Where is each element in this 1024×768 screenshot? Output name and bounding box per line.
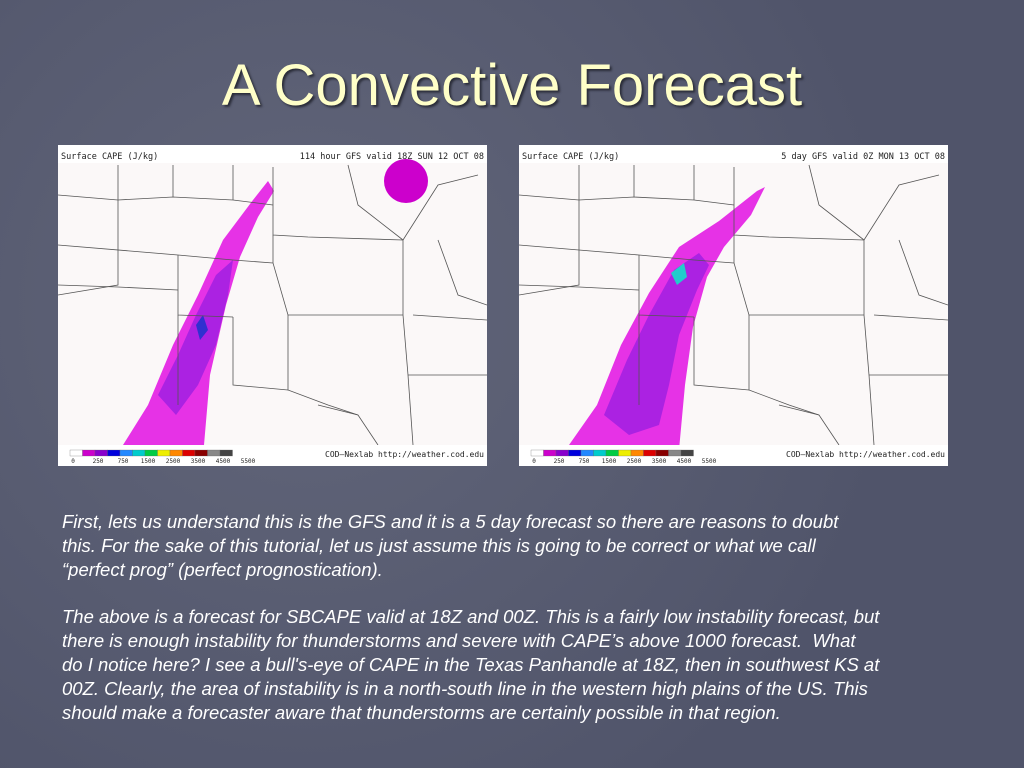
- colorbar-label: 3500: [191, 458, 206, 465]
- state-border: [733, 235, 864, 316]
- cape-area: [384, 159, 428, 203]
- state-border: [733, 167, 865, 241]
- colorbar-label: 750: [118, 458, 129, 465]
- map-header: [519, 145, 948, 163]
- state-border: [778, 404, 840, 446]
- colorbar-label: 1500: [141, 458, 156, 465]
- map-header-right: 114 hour GFS valid 18Z SUN 12 OCT 08: [300, 152, 484, 162]
- colorbar-swatch: [169, 449, 183, 457]
- state-border: [58, 165, 119, 296]
- colorbar-label: 4500: [677, 458, 692, 465]
- colorbar-label: 2500: [166, 458, 181, 465]
- colorbar-swatch: [543, 449, 557, 457]
- state-border: [412, 314, 487, 321]
- map-header-left: Surface CAPE (J/kg): [522, 152, 619, 162]
- colorbar-swatch: [132, 449, 146, 457]
- state-border: [232, 317, 289, 391]
- text-line: should make a forecaster aware that thun…: [62, 702, 781, 723]
- colorbar-swatch: [568, 449, 582, 457]
- colorbar-label: 0: [532, 458, 536, 465]
- colorbar-swatch: [580, 449, 594, 457]
- cape-area: [196, 315, 208, 340]
- colorbar-swatch: [668, 449, 682, 457]
- colorbar-swatch: [194, 449, 208, 457]
- cape-area: [671, 263, 687, 285]
- map-header: [58, 145, 487, 163]
- colorbar-label: 1500: [602, 458, 617, 465]
- text-line: 00Z. Clearly, the area of instability is…: [62, 678, 868, 699]
- state-border: [873, 314, 948, 321]
- state-border: [347, 164, 404, 241]
- colorbar-swatch: [69, 449, 83, 457]
- state-border: [748, 315, 820, 416]
- text-line: do I notice here? I see a bull's-eye of …: [62, 654, 880, 675]
- state-border: [519, 284, 640, 291]
- text-line: First, lets us understand this is the GF…: [62, 511, 839, 532]
- colorbar-label: 5500: [702, 458, 717, 465]
- colorbar-label: 250: [554, 458, 565, 465]
- paragraph: The above is a forecast for SBCAPE valid…: [62, 605, 879, 725]
- colorbar-swatch: [144, 449, 158, 457]
- colorbar-swatch: [530, 449, 544, 457]
- state-border: [863, 174, 940, 241]
- cape-map: Surface CAPE (J/kg) 114 hour GFS valid 18…: [58, 145, 487, 466]
- colorbar-swatch: [207, 449, 221, 457]
- paragraph: First, lets us understand this is the GF…: [62, 510, 879, 582]
- colorbar-swatch: [593, 449, 607, 457]
- state-border: [402, 240, 414, 446]
- state-border: [402, 174, 479, 241]
- slide-title: A Convective Forecast: [221, 53, 803, 118]
- text-line: “perfect prog” (perfect prognostication)…: [62, 559, 383, 580]
- colorbar-label: 3500: [652, 458, 667, 465]
- colorbar-swatch: [618, 449, 632, 457]
- colorbar-label: 750: [579, 458, 590, 465]
- map-header-right: 5 day GFS valid 0Z MON 13 OCT 08: [781, 152, 945, 162]
- state-border: [437, 239, 487, 306]
- body-text: First, lets us understand this is the GF…: [62, 510, 879, 748]
- map-background: [519, 145, 948, 466]
- state-border: [693, 317, 750, 391]
- text-line: there is enough instability for thunders…: [62, 630, 856, 651]
- state-border: [519, 165, 580, 296]
- colorbar-swatch: [119, 449, 133, 457]
- text-line: The above is a forecast for SBCAPE valid…: [62, 606, 880, 627]
- state-border: [287, 315, 359, 416]
- colorbar-swatch: [680, 449, 694, 457]
- colorbar-swatch: [655, 449, 669, 457]
- cape-area: [158, 260, 233, 415]
- colorbar-swatch: [182, 449, 196, 457]
- state-border: [863, 240, 875, 446]
- map-header-left: Surface CAPE (J/kg): [61, 152, 158, 162]
- text-line: this. For the sake of this tutorial, let…: [62, 535, 816, 556]
- colorbar-swatch: [605, 449, 619, 457]
- cape-map: Surface CAPE (J/kg) 5 day GFS valid 0Z MO…: [519, 145, 948, 466]
- colorbar-swatch: [82, 449, 96, 457]
- colorbar-swatch: [157, 449, 171, 457]
- map-credit: COD—Nexlab http://weather.cod.edu: [786, 450, 945, 459]
- state-border: [898, 239, 948, 306]
- colorbar-label: 4500: [216, 458, 231, 465]
- state-border: [272, 167, 404, 241]
- colorbar-swatch: [630, 449, 644, 457]
- colorbar-label: 5500: [241, 458, 256, 465]
- state-border: [58, 284, 179, 291]
- colorbar-swatch: [107, 449, 121, 457]
- colorbar-label: 2500: [627, 458, 642, 465]
- colorbar-swatch: [219, 449, 233, 457]
- colorbar-swatch: [555, 449, 569, 457]
- colorbar-label: 250: [93, 458, 104, 465]
- colorbar-swatch: [643, 449, 657, 457]
- map-credit: COD—Nexlab http://weather.cod.edu: [325, 450, 484, 459]
- cape-area: [604, 253, 709, 435]
- state-border: [272, 235, 403, 316]
- state-border: [808, 164, 865, 241]
- colorbar-swatch: [94, 449, 108, 457]
- state-border: [317, 404, 379, 446]
- colorbar-label: 0: [71, 458, 75, 465]
